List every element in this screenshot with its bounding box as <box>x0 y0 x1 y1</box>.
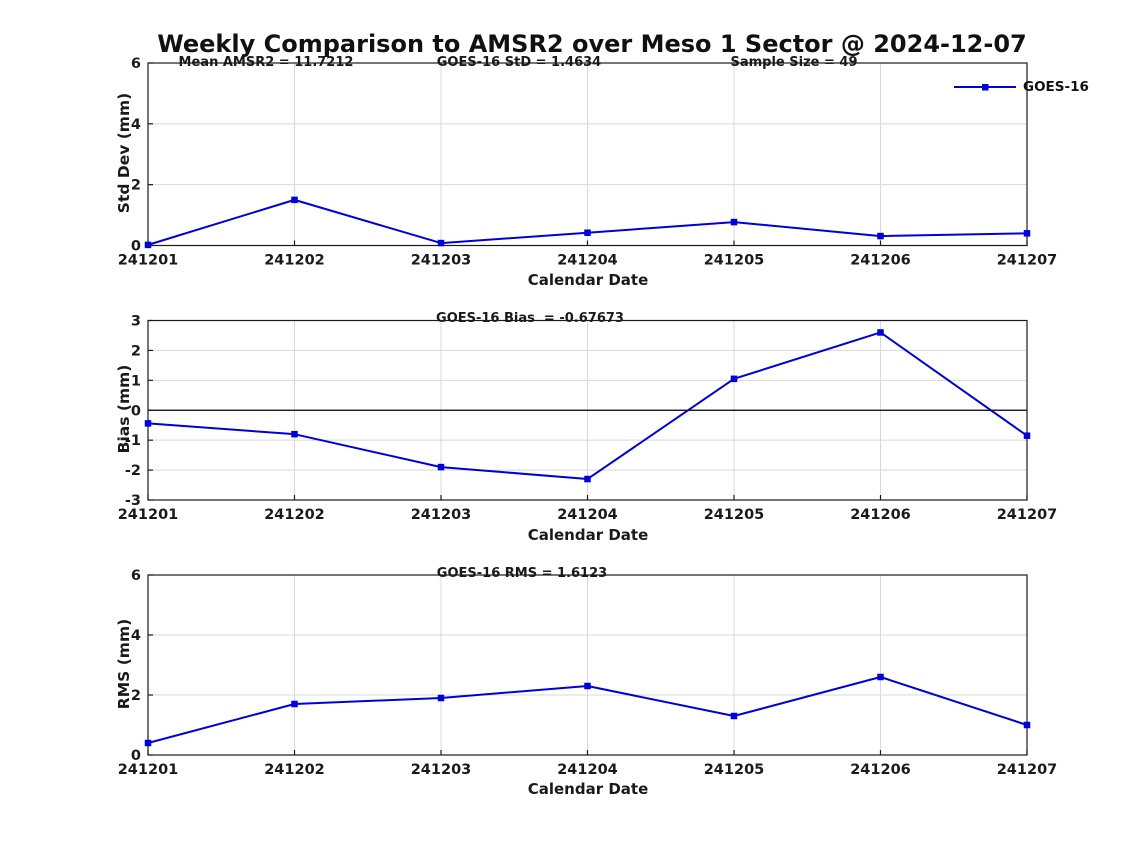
y-axis-label-bias: Bias (mm) <box>115 364 133 454</box>
y-tick-label: 0 <box>131 748 141 764</box>
data-point-marker <box>291 196 298 204</box>
x-tick-label: 241202 <box>264 253 325 269</box>
data-point-marker <box>437 463 445 471</box>
data-point-marker <box>584 229 591 236</box>
x-tick-label: 241204 <box>557 253 618 269</box>
x-axis-label-calendar-date-2: Calendar Date <box>527 526 649 544</box>
y-tick-label: 2 <box>131 178 141 194</box>
x-tick-label: 241201 <box>118 507 179 523</box>
y-axis-label-std-dev: Std Dev (mm) <box>115 92 133 214</box>
y-tick-label: 0 <box>131 403 141 419</box>
legend-series-label: GOES-16 <box>1023 79 1089 95</box>
data-point-marker <box>730 375 738 383</box>
x-tick-label: 241207 <box>997 253 1058 269</box>
data-point-marker <box>877 329 884 336</box>
x-tick-label: 241201 <box>118 253 179 269</box>
y-tick-label: 3 <box>131 314 141 330</box>
x-tick-label: 241202 <box>264 762 325 778</box>
stat-annotation-sample-size: Sample Size = 49 <box>730 55 858 70</box>
y-tick-label: 2 <box>131 688 141 704</box>
data-point-marker <box>144 739 152 747</box>
x-axis-label-calendar-date-1: Calendar Date <box>527 271 649 289</box>
data-point-marker <box>584 682 591 690</box>
stat-annotation-mean-amsr2: Mean AMSR2 = 11.7212 <box>178 55 354 70</box>
x-tick-label: 241202 <box>264 507 325 523</box>
x-tick-label: 241206 <box>850 507 911 523</box>
x-tick-label: 241205 <box>704 507 765 523</box>
x-tick-label: 241201 <box>118 762 179 778</box>
data-point-marker <box>437 694 445 702</box>
x-tick-label: 241206 <box>850 762 911 778</box>
chart-title: Weekly Comparison to AMSR2 over Meso 1 S… <box>157 30 1027 58</box>
data-point-marker <box>291 700 298 708</box>
data-point-marker <box>291 430 298 438</box>
legend-line-icon <box>954 84 1016 91</box>
x-axis-label-calendar-date-3: Calendar Date <box>527 780 649 798</box>
stat-annotation-goes16-rms: GOES-16 RMS = 1.6123 <box>436 566 608 581</box>
x-tick-label: 241203 <box>411 762 472 778</box>
y-tick-label: 6 <box>131 56 141 72</box>
data-point-marker <box>584 475 591 483</box>
x-tick-label: 241207 <box>997 507 1058 523</box>
data-point-marker <box>144 420 152 427</box>
x-tick-label: 241207 <box>997 762 1058 778</box>
x-tick-label: 241206 <box>850 253 911 269</box>
y-tick-label: -3 <box>125 493 141 509</box>
x-tick-label: 241203 <box>411 507 472 523</box>
y-tick-label: -2 <box>125 463 141 479</box>
data-point-marker <box>877 232 884 240</box>
y-tick-label: 4 <box>131 628 141 644</box>
data-point-marker <box>437 239 445 247</box>
data-point-marker <box>144 241 152 249</box>
data-point-marker <box>1023 721 1031 729</box>
stat-annotation-goes16-bias: GOES-16 Bias = -0.67673 <box>436 311 624 326</box>
y-tick-label: 6 <box>131 568 141 584</box>
x-tick-label: 241203 <box>411 253 472 269</box>
y-tick-label: 1 <box>131 373 141 389</box>
x-tick-label: 241204 <box>557 762 618 778</box>
y-tick-label: 2 <box>131 343 141 359</box>
y-tick-label: 0 <box>131 239 141 255</box>
y-axis-label-rms: RMS (mm) <box>115 618 133 710</box>
data-point-marker <box>877 673 884 681</box>
data-point-marker <box>1023 230 1031 237</box>
data-point-marker <box>730 218 738 226</box>
x-tick-label: 241205 <box>704 762 765 778</box>
stat-annotation-goes16-std: GOES-16 StD = 1.4634 <box>436 55 602 70</box>
y-tick-label: 4 <box>131 117 141 133</box>
legend: GOES-16 <box>952 79 1089 95</box>
data-point-marker <box>1023 432 1031 439</box>
x-tick-label: 241204 <box>557 507 618 523</box>
data-point-marker <box>730 712 738 720</box>
y-tick-label: -1 <box>125 433 141 449</box>
x-tick-label: 241205 <box>704 253 765 269</box>
